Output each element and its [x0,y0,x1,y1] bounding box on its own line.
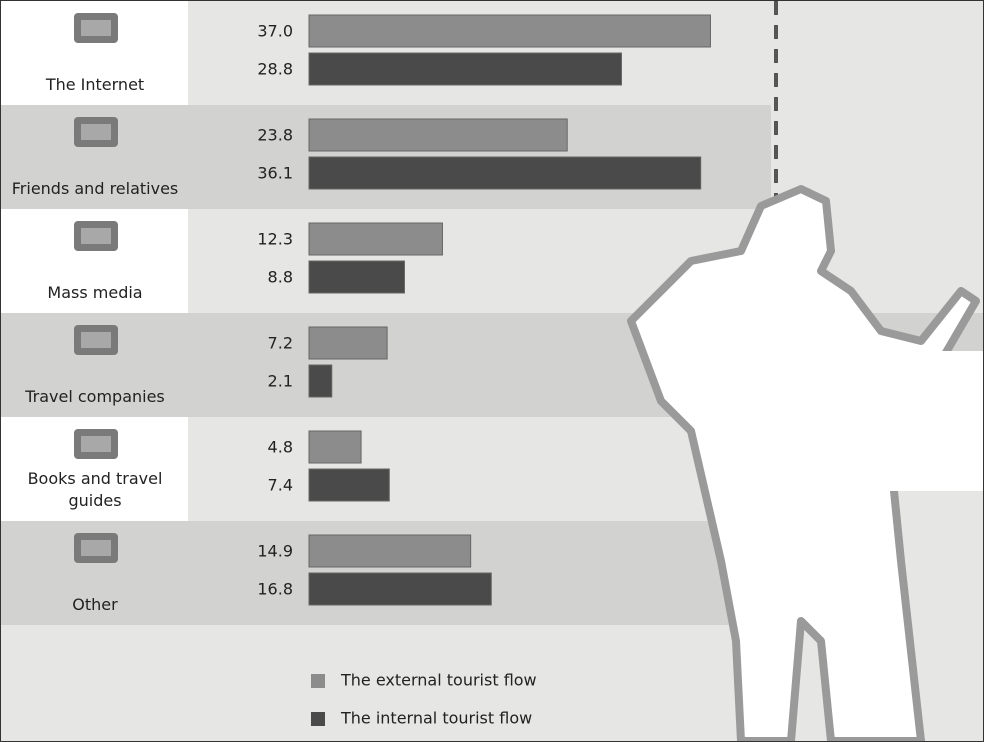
icon-shape [81,540,111,556]
icon-shape [81,228,111,244]
category-label: Mass media [47,283,143,302]
category-label: Friends and relatives [11,179,179,198]
legend-swatch [311,674,325,688]
bar [308,222,443,256]
value-label: 28.8 [257,60,293,79]
legend-label: The internal tourist flow [340,709,532,728]
category-icon [74,117,118,147]
bar [308,468,390,502]
category-icon [74,221,118,251]
category-label: Other [72,595,118,614]
value-label: 16.8 [257,580,293,599]
category-label: The Internet [45,75,145,94]
bar [308,14,711,48]
category-label: Travel companies [25,387,165,406]
bar [308,52,622,86]
bar [308,118,568,152]
bar [308,326,388,360]
decor [627,1,983,741]
bar [308,364,333,398]
value-label: 7.2 [268,334,293,353]
icon-shape [81,124,111,140]
category-icon [74,13,118,43]
category-label: Books and travel guides [27,469,163,510]
value-label: 14.9 [257,542,293,561]
bar [308,430,362,464]
value-label: 36.1 [257,164,293,183]
value-label: 8.8 [268,268,293,287]
value-label: 4.8 [268,438,293,457]
value-label: 23.8 [257,126,293,145]
value-label: 7.4 [268,476,293,495]
legend-swatch [311,712,325,726]
category-icon [74,325,118,355]
value-label: 12.3 [257,230,293,249]
value-label: 37.0 [257,22,293,41]
icon-shape [81,436,111,452]
category-icon [74,533,118,563]
icon-shape [81,20,111,36]
value-label: 2.1 [268,372,293,391]
icon-shape [81,332,111,348]
bar [308,156,702,190]
bar [308,534,472,568]
legend-label: The external tourist flow [340,671,537,690]
category-icon [74,429,118,459]
bar [308,572,492,606]
bar [308,260,405,294]
